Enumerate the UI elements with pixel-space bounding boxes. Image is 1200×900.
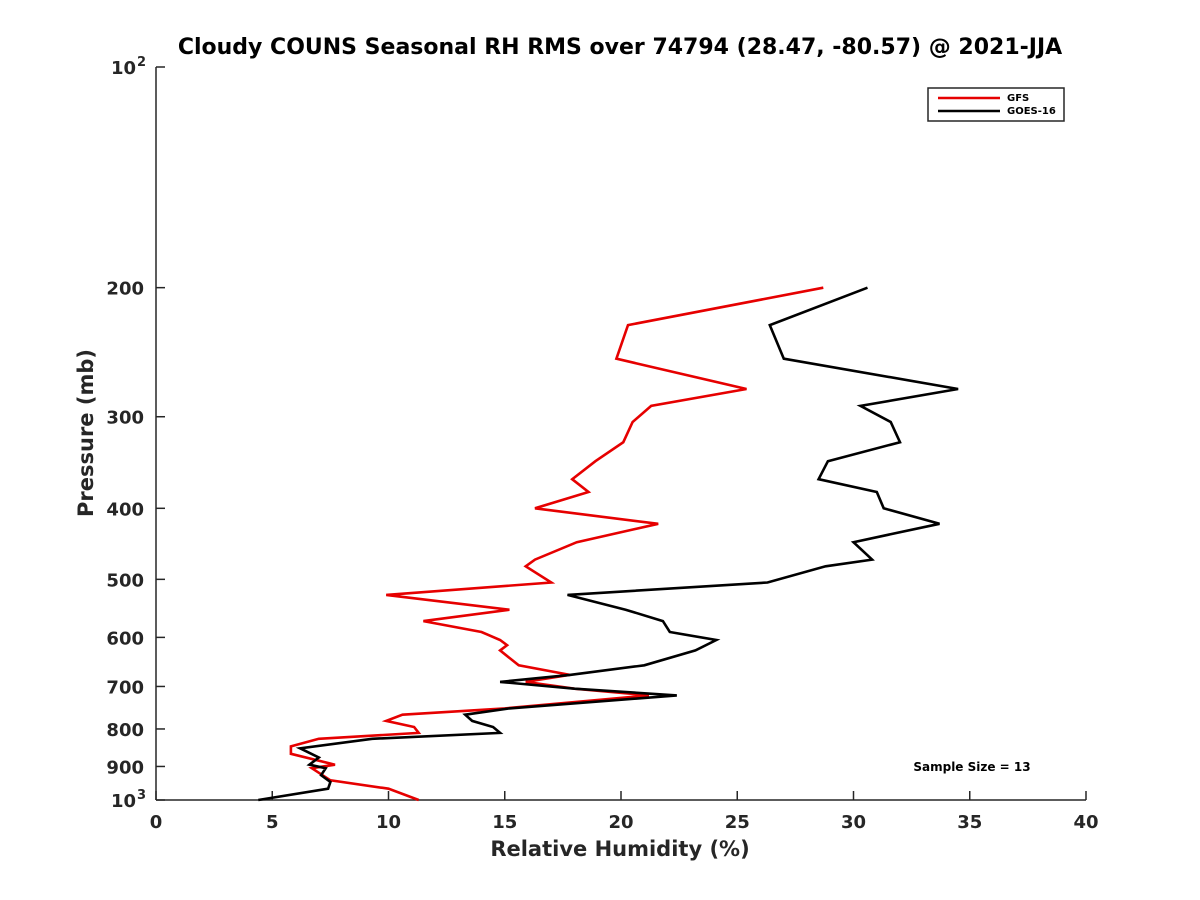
- y-tick-label: 200: [106, 279, 144, 300]
- legend-label-gfs: GFS: [1007, 93, 1029, 104]
- plot-area: 0 5 10 15 20 25 30 35 40 10 220030040050060070080…: [106, 55, 1098, 833]
- y-tick-label: 600: [106, 628, 144, 649]
- x-tick-label: 40: [1073, 812, 1098, 833]
- series-line-goes16: [258, 286, 959, 802]
- x-tick-label: 10: [376, 812, 401, 833]
- x-tick-label: 5: [266, 812, 279, 833]
- y-tick-label: 300: [106, 408, 144, 429]
- y-tick-label: 10: [111, 791, 136, 812]
- series-line-gfs: [289, 286, 824, 802]
- y-tick-exponent: 3: [137, 788, 146, 803]
- legend: GFS GOES-16: [927, 87, 1065, 122]
- legend-box: [927, 87, 1065, 122]
- sample-size-note: Sample Size = 13: [913, 760, 1030, 774]
- series-layer: [258, 286, 959, 802]
- chart-title: Cloudy COUNS Seasonal RH RMS over 74794 …: [178, 35, 1062, 60]
- legend-label-goes16: GOES-16: [1007, 106, 1056, 117]
- y-tick-label: 400: [106, 499, 144, 520]
- y-axis-label: Pressure (mb): [74, 349, 98, 517]
- x-tick-label: 35: [957, 812, 982, 833]
- x-ticks: 0 5 10 15 20 25 30 35 40: [150, 791, 1099, 833]
- x-tick-label: 15: [492, 812, 517, 833]
- y-tick-label: 500: [106, 570, 144, 591]
- x-tick-label: 20: [608, 812, 633, 833]
- y-tick-label: 800: [106, 720, 144, 741]
- x-axis-label: Relative Humidity (%): [490, 837, 749, 861]
- x-tick-label: 25: [725, 812, 750, 833]
- y-tick-label: 900: [106, 757, 144, 778]
- y-tick-exponent: 2: [137, 55, 146, 70]
- x-tick-label: 0: [150, 812, 163, 833]
- y-tick-label: 10: [111, 58, 136, 79]
- y-tick-label: 700: [106, 677, 144, 698]
- x-tick-label: 30: [841, 812, 866, 833]
